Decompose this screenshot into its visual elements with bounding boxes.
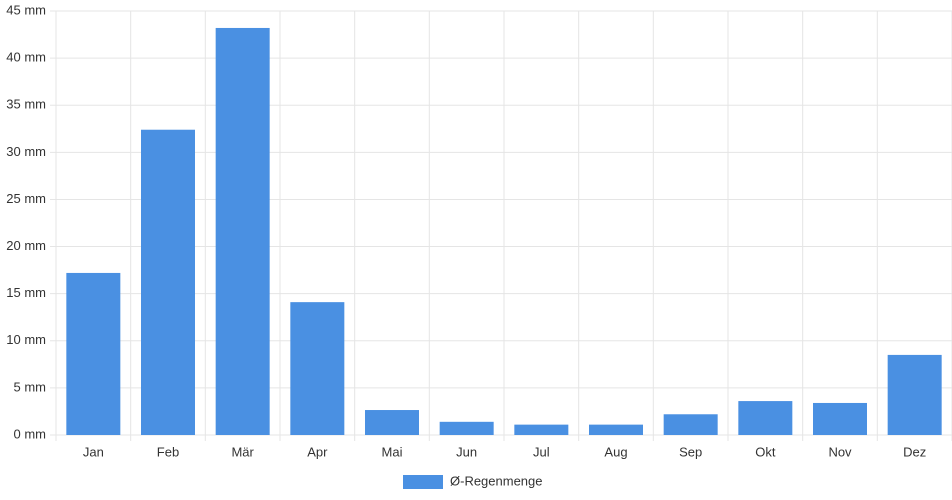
x-tick-label: Feb (157, 444, 179, 459)
x-tick-label: Okt (755, 444, 776, 459)
x-tick-label: Dez (903, 444, 926, 459)
bar (66, 272, 121, 435)
bar (887, 354, 942, 435)
y-tick-label: 15 mm (6, 285, 46, 300)
y-tick-label: 25 mm (6, 191, 46, 206)
bar (141, 129, 195, 435)
bar (738, 401, 793, 435)
bar (663, 414, 718, 435)
y-tick-label: 20 mm (6, 238, 46, 253)
x-tick-label: Jun (456, 444, 477, 459)
y-tick-label: 30 mm (6, 144, 46, 159)
legend-swatch (403, 475, 443, 489)
bar (514, 424, 569, 435)
bar (290, 302, 345, 435)
x-tick-label: Sep (679, 444, 702, 459)
bar (439, 421, 494, 435)
y-tick-label: 10 mm (6, 332, 46, 347)
x-tick-label: Jan (83, 444, 104, 459)
x-tick-label: Jul (533, 444, 550, 459)
bar (215, 27, 270, 436)
y-tick-label: 5 mm (14, 379, 47, 394)
legend-label: Ø-Regenmenge (450, 473, 543, 488)
x-tick-label: Mär (231, 444, 254, 459)
y-tick-label: 40 mm (6, 50, 46, 65)
bar (365, 410, 419, 435)
x-tick-label: Mai (382, 444, 403, 459)
x-tick-label: Nov (828, 444, 852, 459)
bar (589, 424, 643, 435)
x-tick-label: Aug (604, 444, 627, 459)
bar (813, 402, 867, 435)
y-tick-label: 35 mm (6, 97, 46, 112)
y-tick-label: 0 mm (14, 426, 47, 441)
y-tick-label: 45 mm (6, 2, 46, 17)
x-tick-label: Apr (307, 444, 328, 459)
